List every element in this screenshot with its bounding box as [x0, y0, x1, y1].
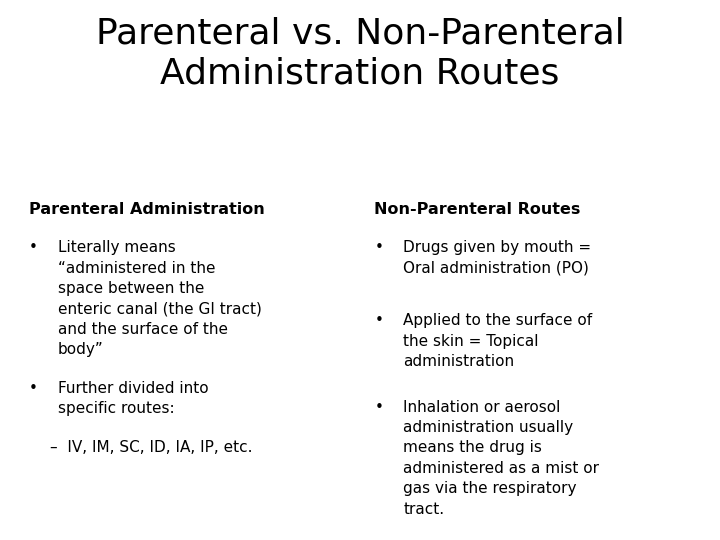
Text: Parenteral Administration: Parenteral Administration: [29, 202, 264, 218]
Text: Further divided into
specific routes:: Further divided into specific routes:: [58, 381, 208, 416]
Text: Parenteral vs. Non-Parenteral
Administration Routes: Parenteral vs. Non-Parenteral Administra…: [96, 16, 624, 91]
Text: •: •: [374, 313, 383, 328]
Text: –  IV, IM, SC, ID, IA, IP, etc.: – IV, IM, SC, ID, IA, IP, etc.: [50, 440, 253, 455]
Text: •: •: [29, 240, 37, 255]
Text: Literally means
“administered in the
space between the
enteric canal (the GI tra: Literally means “administered in the spa…: [58, 240, 261, 357]
Text: Applied to the surface of
the skin = Topical
administration: Applied to the surface of the skin = Top…: [403, 313, 593, 369]
Text: •: •: [374, 400, 383, 415]
Text: •: •: [374, 240, 383, 255]
Text: •: •: [29, 381, 37, 396]
Text: Drugs given by mouth =
Oral administration (PO): Drugs given by mouth = Oral administrati…: [403, 240, 591, 276]
Text: Non-Parenteral Routes: Non-Parenteral Routes: [374, 202, 581, 218]
Text: Inhalation or aerosol
administration usually
means the drug is
administered as a: Inhalation or aerosol administration usu…: [403, 400, 599, 517]
